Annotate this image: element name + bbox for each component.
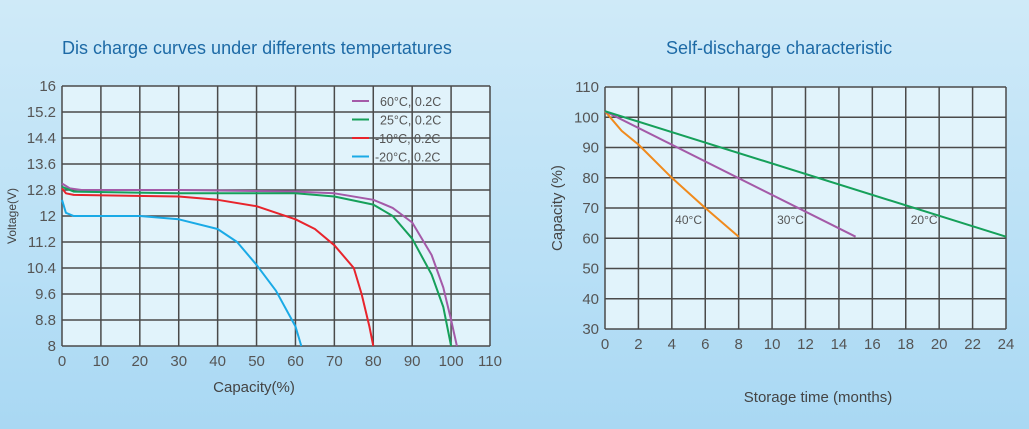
- x-tick-label: 60: [287, 353, 304, 370]
- y-tick-label: 15.2: [27, 104, 56, 121]
- y-tick-label: 8.8: [35, 312, 56, 329]
- legend-label: -10°C, 0.2C: [375, 132, 440, 146]
- x-tick-label: 18: [897, 336, 914, 353]
- x-tick-label: 30: [170, 353, 187, 370]
- chart1-title: Dis charge curves under differents tempe…: [62, 38, 452, 58]
- x-tick-label: 16: [864, 336, 881, 353]
- y-tick-label: 14.4: [27, 130, 56, 147]
- legend-label: 60°C, 0.2C: [380, 95, 441, 109]
- x-axis-label: Storage time (months): [744, 389, 892, 406]
- chart2-title: Self-discharge characteristic: [666, 38, 893, 58]
- legend-label: -20°C, 0.2C: [375, 151, 440, 165]
- y-tick-label: 70: [582, 200, 599, 217]
- x-tick-label: 24: [998, 336, 1015, 353]
- series-label: 40°C: [675, 213, 702, 227]
- series-line-0: [604, 110, 740, 238]
- x-tick-label: 90: [404, 353, 421, 370]
- x-tick-label: 100: [439, 353, 464, 370]
- x-tick-label: 6: [701, 336, 709, 353]
- x-tick-label: 80: [365, 353, 382, 370]
- y-axis-label: Capacity (%): [549, 165, 566, 251]
- x-tick-label: 0: [601, 336, 609, 353]
- y-axis-label: Voltage(V): [5, 188, 19, 244]
- y-tick-label: 80: [582, 170, 599, 187]
- y-tick-label: 60: [582, 230, 599, 247]
- y-tick-label: 16: [39, 78, 56, 95]
- y-tick-label: 11.2: [28, 234, 56, 251]
- y-tick-label: 12.8: [27, 182, 56, 199]
- y-tick-label: 90: [582, 140, 599, 157]
- y-tick-label: 100: [574, 109, 599, 126]
- x-tick-label: 20: [931, 336, 948, 353]
- x-tick-label: 8: [734, 336, 742, 353]
- x-axis-label: Capacity(%): [213, 379, 295, 396]
- series-line-1: [604, 110, 857, 238]
- y-tick-label: 8: [48, 338, 56, 355]
- x-tick-label: 12: [797, 336, 814, 353]
- y-tick-label: 40: [582, 291, 599, 308]
- y-tick-label: 110: [575, 79, 599, 96]
- y-tick-label: 12: [39, 208, 56, 225]
- x-tick-label: 0: [58, 353, 66, 370]
- x-tick-label: 22: [964, 336, 981, 353]
- x-tick-label: 14: [831, 336, 848, 353]
- x-tick-label: 10: [93, 353, 110, 370]
- series-line-3: [61, 199, 303, 347]
- y-tick-label: 30: [582, 321, 599, 338]
- x-tick-label: 10: [764, 336, 781, 353]
- x-tick-label: 4: [668, 336, 676, 353]
- y-tick-label: 10.4: [27, 260, 56, 277]
- series-line-2: [61, 187, 375, 347]
- x-tick-label: 40: [209, 353, 226, 370]
- series-line-0: [61, 182, 458, 347]
- x-tick-label: 2: [634, 336, 642, 353]
- y-tick-label: 9.6: [35, 286, 56, 303]
- x-tick-label: 50: [248, 353, 265, 370]
- series-line-1: [61, 185, 453, 347]
- y-tick-label: 50: [582, 261, 599, 278]
- y-tick-label: 13.6: [27, 156, 56, 173]
- x-tick-label: 70: [326, 353, 343, 370]
- legend-label: 25°C, 0.2C: [380, 114, 441, 128]
- x-tick-label: 20: [131, 353, 148, 370]
- series-line-2: [604, 110, 1007, 238]
- series-label: 30°C: [777, 213, 804, 227]
- series-label: 20°C: [911, 213, 938, 227]
- x-tick-label: 110: [478, 353, 502, 370]
